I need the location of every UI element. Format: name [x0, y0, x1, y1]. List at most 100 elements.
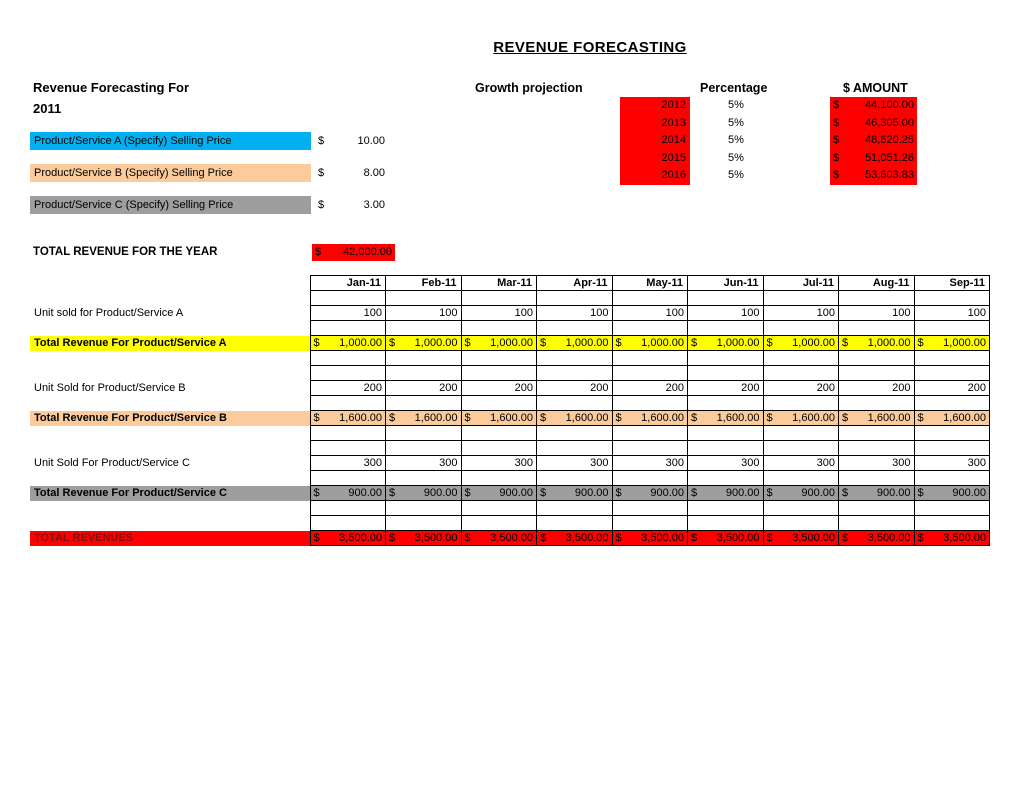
- revenue-value-cell: $1,000.00: [385, 335, 462, 351]
- empty-cell: [309, 290, 386, 306]
- revenue-value-cell: $3,500.00: [762, 530, 839, 546]
- row-label-cell: Total Revenue For Product/Service C: [30, 485, 310, 501]
- revenue-value-cell: $1,600.00: [385, 410, 462, 426]
- empty-cell: [838, 320, 915, 336]
- unit-value-cell: 200: [762, 380, 839, 396]
- accounting-format: $3,500.00: [537, 532, 611, 544]
- growth-projection-row: 2013 5% $46,305.00: [620, 114, 917, 132]
- currency-symbol: $: [917, 412, 924, 424]
- month-header-cell: Feb-11: [385, 275, 462, 291]
- revenue-value-cell: $900.00: [309, 485, 386, 501]
- accounting-format: $900.00: [537, 487, 611, 499]
- currency-symbol: $: [833, 151, 840, 164]
- revenue-amount: 1,000.00: [641, 337, 684, 349]
- accounting-format: $1,600.00: [462, 412, 536, 424]
- product-price-value: 10.00: [357, 135, 385, 147]
- month-header-cell: Jun-11: [687, 275, 764, 291]
- empty-cell: [385, 440, 462, 456]
- empty-cell: [838, 440, 915, 456]
- month-header-cell: Apr-11: [536, 275, 613, 291]
- accounting-format: $900.00: [613, 487, 687, 499]
- accounting-format: $900.00: [915, 487, 989, 499]
- revenue-amount: 3,500.00: [641, 532, 684, 544]
- currency-symbol: $: [917, 487, 924, 499]
- empty-cell: [385, 500, 462, 516]
- accounting-format: $1,000.00: [386, 337, 460, 349]
- unit-value-cell: 300: [913, 455, 990, 471]
- unit-value-cell: 100: [687, 305, 764, 321]
- revenue-amount: 3,500.00: [867, 532, 911, 544]
- accounting-format: $1,600.00: [537, 412, 611, 424]
- row-label-cell: [30, 396, 310, 411]
- accounting-format: $3,500.00: [462, 532, 536, 544]
- currency-symbol: $: [313, 337, 320, 349]
- empty-cell: [309, 515, 386, 531]
- row-label-cell: [30, 321, 310, 336]
- percentage-column-header: Percentage: [700, 81, 768, 95]
- empty-cell: [385, 515, 462, 531]
- accounting-format: $3,500.00: [764, 532, 838, 544]
- accounting-format: $1,600.00: [386, 412, 460, 424]
- currency-symbol: $: [464, 412, 471, 424]
- empty-cell: [838, 365, 915, 381]
- accounting-format: $1,000.00: [462, 337, 536, 349]
- revenue-value-cell: $900.00: [536, 485, 613, 501]
- currency-symbol: $: [315, 246, 322, 258]
- empty-cell: [309, 350, 386, 366]
- accounting-format: $1,000.00: [764, 337, 838, 349]
- empty-cell: [460, 395, 537, 411]
- unit-value-cell: 300: [687, 455, 764, 471]
- empty-cell: [611, 320, 688, 336]
- spacer-row: [30, 515, 990, 531]
- currency-symbol: $: [318, 199, 325, 211]
- row-label-cell: [30, 426, 310, 441]
- empty-cell: [913, 515, 990, 531]
- row-label-cell: Total Revenue For Product/Service B: [30, 410, 310, 426]
- month-header-cell: Aug-11: [838, 275, 915, 291]
- currency-symbol: $: [842, 337, 849, 349]
- revenue-amount: 1,000.00: [792, 337, 835, 349]
- empty-cell: [460, 515, 537, 531]
- revenue-value-cell: $1,600.00: [687, 410, 764, 426]
- month-header-cell: Sep-11: [913, 275, 990, 291]
- revenue-value-cell: $3,500.00: [687, 530, 764, 546]
- row-label-cell: Unit sold for Product/Service A: [34, 307, 184, 319]
- empty-cell: [687, 470, 764, 486]
- empty-cell: [309, 470, 386, 486]
- growth-projection-row: 2016 5% $53,603.83: [620, 167, 917, 185]
- accounting-format: $900.00: [839, 487, 913, 499]
- empty-cell: [913, 440, 990, 456]
- unit-value-cell: 100: [385, 305, 462, 321]
- currency-symbol: $: [389, 412, 396, 424]
- row-label-cell: Unit Sold for Product/Service B: [34, 382, 186, 394]
- currency-symbol: $: [842, 412, 849, 424]
- row-label-cell: [30, 471, 310, 486]
- currency-symbol: $: [766, 487, 773, 499]
- accounting-format: $1,600.00: [839, 412, 913, 424]
- growth-year-cell: 2014: [620, 132, 690, 150]
- empty-cell: [762, 425, 839, 441]
- revenue-value-cell: $3,500.00: [536, 530, 613, 546]
- empty-cell: [687, 425, 764, 441]
- spacer-row: [30, 440, 990, 456]
- product-label-cell: Product/Service B (Specify) Selling Pric…: [30, 164, 311, 182]
- empty-cell: [536, 320, 613, 336]
- empty-cell: [913, 350, 990, 366]
- growth-percent-cell: 5%: [728, 116, 744, 129]
- accounting-format: $1,600.00: [764, 412, 838, 424]
- revenue-amount: 900.00: [348, 487, 382, 499]
- revenue-value-cell: $1,000.00: [309, 335, 386, 351]
- empty-cell: [611, 500, 688, 516]
- revenue-amount: 1,600.00: [716, 412, 760, 424]
- accounting-format: $3,500.00: [915, 532, 989, 544]
- revenue-value-cell: $3,500.00: [460, 530, 537, 546]
- empty-cell: [687, 365, 764, 381]
- currency-symbol: $: [540, 412, 547, 424]
- spacer-row: [30, 365, 990, 381]
- empty-cell: [309, 395, 386, 411]
- revenue-value-cell: $900.00: [838, 485, 915, 501]
- revenue-amount: 1,000.00: [414, 337, 458, 349]
- empty-cell: [838, 290, 915, 306]
- empty-cell: [913, 470, 990, 486]
- unit-value-cell: 200: [611, 380, 688, 396]
